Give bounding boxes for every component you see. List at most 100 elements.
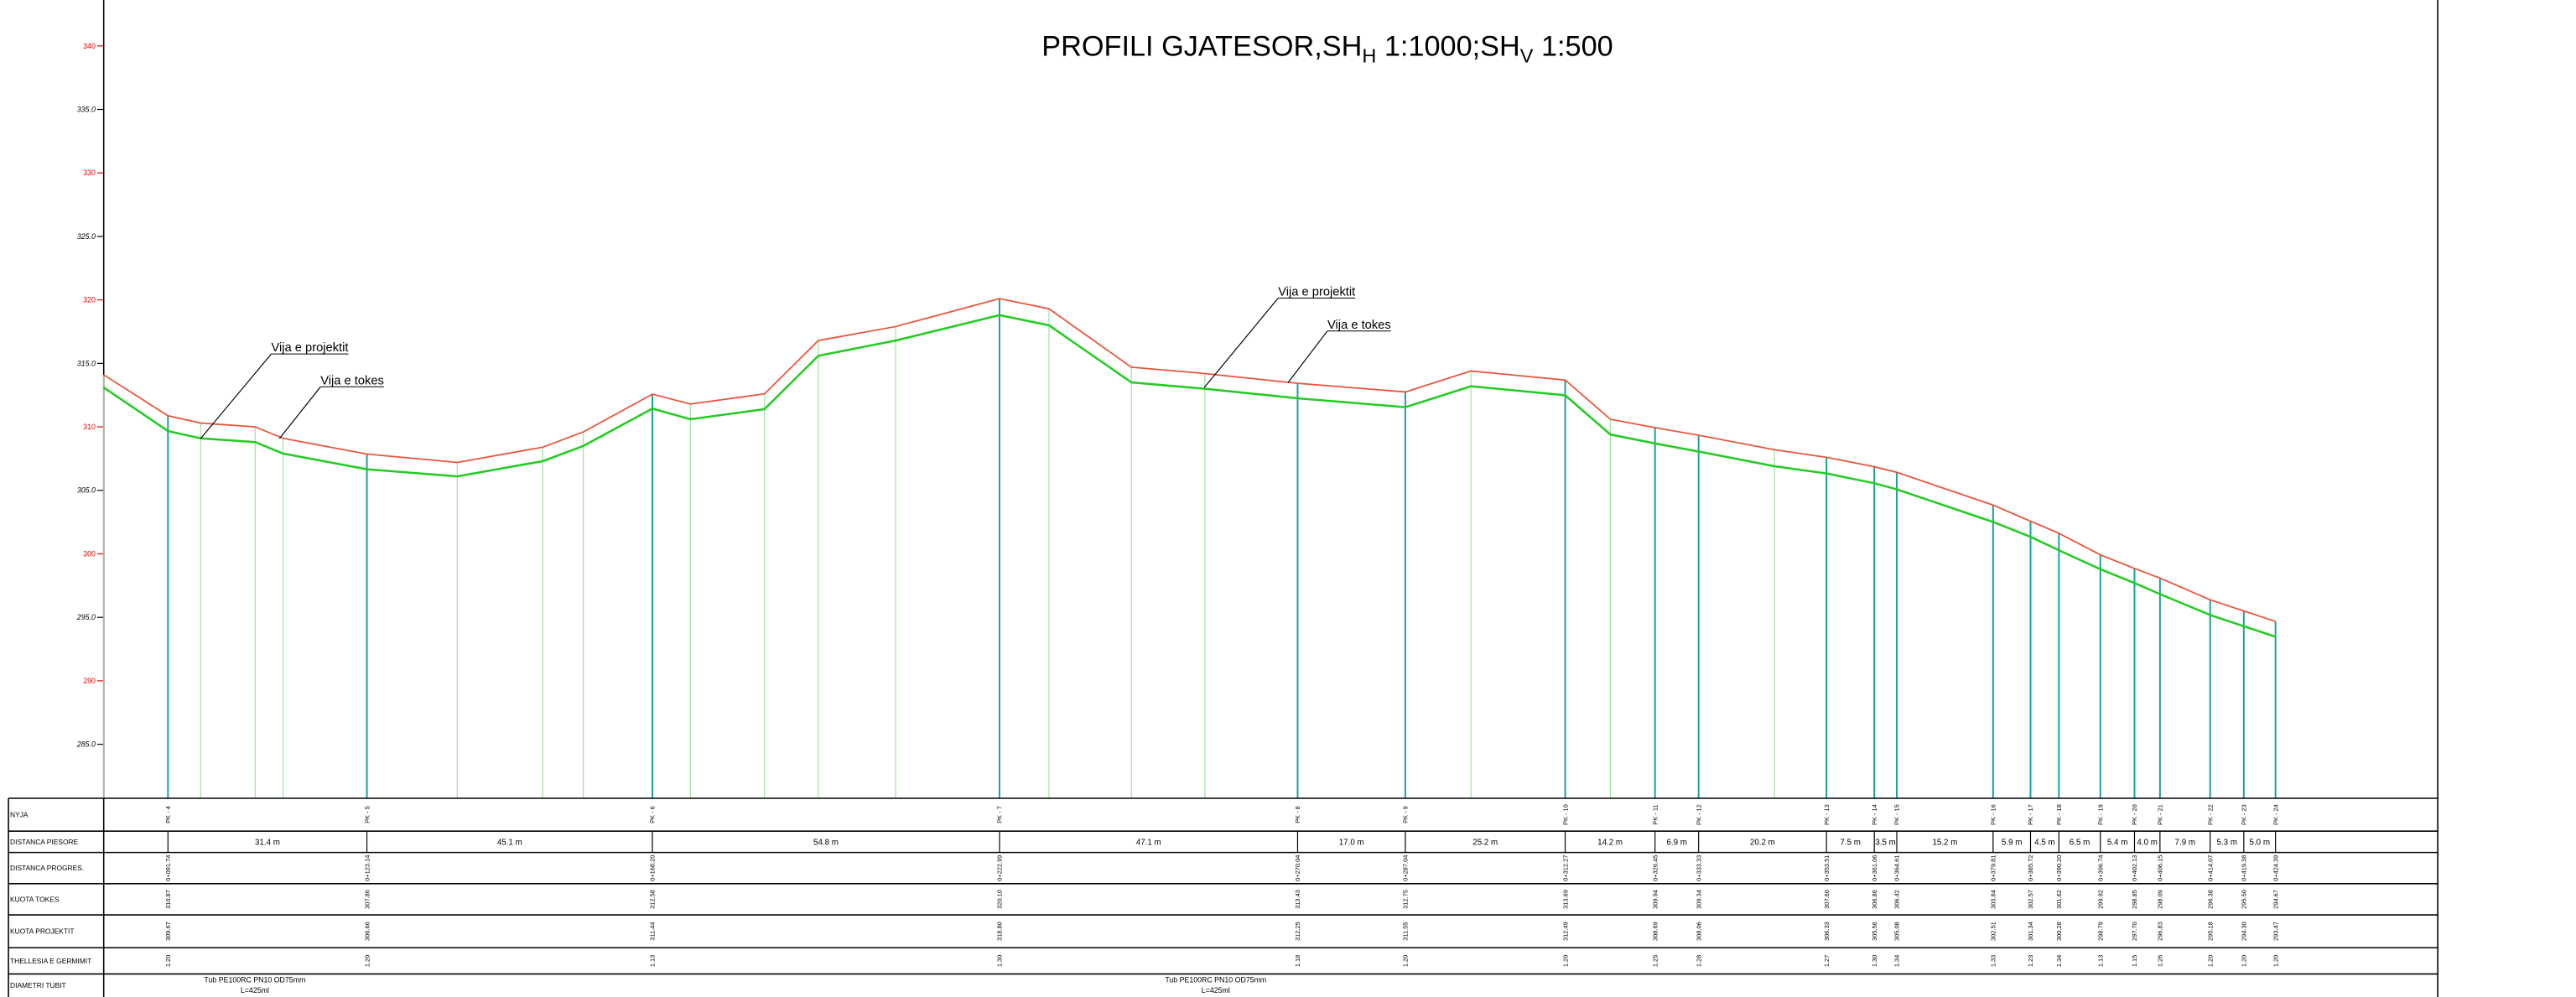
row-label: THELLESIA E GERMIMIT	[10, 957, 91, 965]
segment-distance: 47.1 m	[1136, 838, 1161, 847]
annotation-leader	[278, 386, 321, 439]
title-sub: V	[1520, 44, 1534, 66]
segment-distance: 31.4 m	[255, 838, 280, 847]
chainage-label: 0+333.33	[1695, 855, 1702, 881]
project-level: 297.70	[2131, 922, 2138, 941]
trench-depth: 1.18	[1294, 955, 1301, 967]
project-level: 312.49	[1561, 922, 1569, 941]
ground-level: 295.50	[2241, 890, 2248, 909]
row-label: DISTANCA PIESORE	[10, 838, 79, 846]
annotation-label: Vija e projektit	[271, 341, 348, 355]
station-name: PK - 14	[1871, 804, 1878, 825]
segment-distance: 5.0 m	[2250, 838, 2270, 847]
title-sub: H	[1362, 44, 1376, 66]
annotation-label: Vija e tokes	[320, 374, 384, 387]
project-level: 306.33	[1823, 922, 1831, 941]
segment-distance: 3.5 m	[1875, 838, 1895, 847]
ground-level: 306.42	[1893, 890, 1901, 909]
chainage-label: 0+402.13	[2131, 855, 2138, 881]
chainage-label: 0+361.06	[1871, 855, 1878, 881]
y-tick-label: 310	[83, 423, 96, 431]
y-tick-label: 335.0	[77, 105, 96, 113]
station-name: PK - 18	[2055, 804, 2063, 825]
y-tick-label: 330	[83, 169, 96, 177]
station-name: PK - 6	[649, 806, 657, 823]
ground-level: 307.86	[363, 890, 371, 909]
chainage-label: 0+168.20	[649, 855, 657, 881]
segment-distance: 5.4 m	[2107, 838, 2127, 847]
project-level: 311.44	[649, 922, 657, 941]
station-name: PK - 5	[363, 806, 371, 823]
segment-distance: 7.9 m	[2175, 838, 2195, 847]
trench-depth: 1.30	[996, 955, 1004, 967]
project-line	[102, 314, 2277, 638]
station-name: PK - 21	[2157, 804, 2164, 825]
trench-depth: 1.20	[363, 955, 371, 967]
station-name: PK - 17	[2027, 804, 2034, 825]
station-name: PK - 19	[2097, 804, 2105, 825]
chainage-label: 0+270.04	[1294, 855, 1301, 881]
trench-depth: 1.20	[164, 955, 172, 967]
annotation-leader	[1287, 330, 1328, 383]
station-name: PK - 20	[2131, 804, 2138, 825]
project-level: 318.80	[996, 922, 1004, 941]
chainage-label: 0+287.04	[1402, 855, 1410, 881]
chainage-label: 0+364.61	[1893, 855, 1901, 881]
ground-level: 313.69	[1561, 890, 1569, 909]
y-tick-label: 305.0	[77, 486, 96, 495]
trench-depth: 1.23	[2027, 955, 2034, 967]
chainage-label: 0+222.99	[996, 855, 1004, 881]
trench-depth: 1.15	[2131, 955, 2138, 967]
ground-level: 309.34	[1695, 890, 1702, 909]
project-level: 305.08	[1893, 922, 1901, 941]
project-level: 312.25	[1294, 922, 1301, 941]
ground-level: 303.84	[1990, 890, 1997, 909]
chainage-label: 0+312.27	[1561, 855, 1569, 881]
chainage-label: 0+396.74	[2097, 855, 2105, 881]
ground-level: 298.09	[2157, 890, 2164, 909]
ground-level: 313.43	[1294, 890, 1301, 909]
trench-depth: 1.30	[1871, 955, 1878, 967]
row-label: NYJA	[10, 811, 29, 819]
station-name: PK - 23	[2241, 804, 2248, 825]
title-part: PROFILI GJATESOR,SH	[1041, 31, 1362, 63]
station-name: PK - 12	[1695, 804, 1702, 825]
trench-depth: 1.34	[2055, 955, 2063, 967]
project-level: 300.28	[2055, 922, 2063, 941]
ground-level: 302.57	[2027, 890, 2034, 909]
chainage-label: 0+123.14	[363, 855, 371, 881]
trench-depth: 1.27	[1823, 955, 1831, 967]
trench-depth: 1.33	[1990, 955, 1997, 967]
ground-level: 320.10	[996, 890, 1004, 909]
ground-level: 312.58	[649, 890, 657, 909]
segment-distance: 4.5 m	[2034, 838, 2054, 847]
segment-distance: 54.8 m	[813, 838, 839, 847]
segment-distance: 14.2 m	[1597, 838, 1623, 847]
ground-level: 310.87	[164, 890, 172, 909]
trench-depth: 1.13	[2097, 955, 2105, 967]
row-label: KUOTA PROJEKTIT	[10, 927, 74, 936]
segment-distance: 4.0 m	[2137, 838, 2157, 847]
y-tick-label: 325.0	[77, 232, 96, 241]
title-part: 1:1000;SH	[1376, 31, 1519, 63]
segment-distance: 6.9 m	[1666, 838, 1686, 847]
project-level: 305.56	[1871, 922, 1878, 941]
row-label: DIAMETRI TUBIT	[10, 981, 66, 989]
row-label: DISTANCA PROGRES.	[10, 864, 84, 872]
chainage-label: 0+353.51	[1823, 855, 1831, 881]
ground-level: 294.67	[2272, 890, 2279, 909]
segment-distance: 6.5 m	[2070, 838, 2090, 847]
project-level: 309.67	[164, 922, 172, 941]
ground-level: 306.86	[1871, 890, 1878, 909]
station-name: PK - 7	[996, 806, 1004, 823]
project-level: 301.34	[2027, 922, 2034, 941]
annotation-label: Vija e tokes	[1327, 319, 1391, 332]
segment-distance: 20.2 m	[1750, 838, 1775, 847]
project-level: 308.06	[1695, 922, 1702, 941]
segment-distance: 45.1 m	[497, 838, 522, 847]
ground-line	[103, 298, 2276, 623]
segment-distance: 25.2 m	[1472, 838, 1498, 847]
station-name: PK - 24	[2272, 804, 2279, 825]
station-name: PK - 10	[1561, 804, 1569, 825]
project-level: 293.47	[2272, 922, 2279, 941]
